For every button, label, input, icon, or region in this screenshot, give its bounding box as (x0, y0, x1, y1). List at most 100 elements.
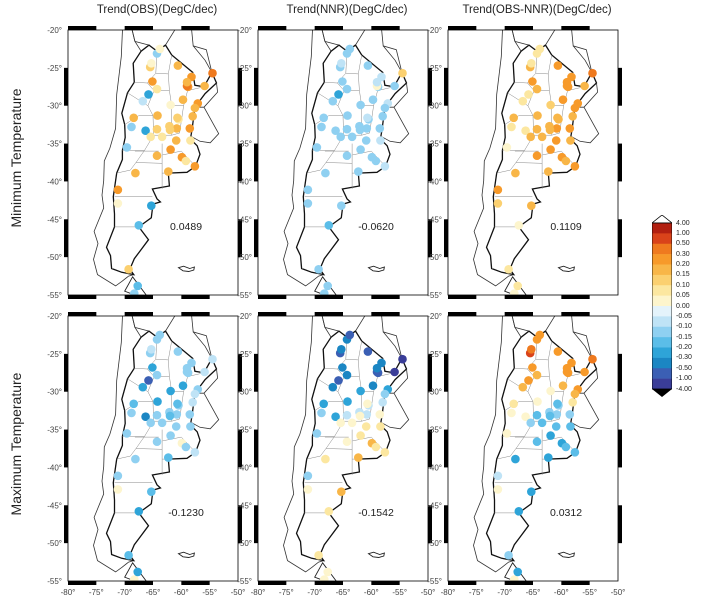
station-marker (319, 113, 329, 123)
islands (367, 265, 385, 272)
colorbar-segment (652, 337, 672, 348)
border-line (165, 30, 213, 73)
station-marker (338, 77, 347, 86)
station-marker (537, 418, 547, 428)
panel-mean-value: -0.1230 (168, 507, 204, 519)
station-marker (527, 345, 536, 354)
colorbar-label: -0.15 (676, 333, 692, 341)
lon-label: -55° (202, 588, 217, 597)
lat-label: -40° (47, 463, 62, 472)
station-marker (173, 399, 182, 409)
station-marker (337, 59, 346, 68)
station-marker (331, 412, 340, 422)
lat-tick-block (64, 143, 68, 182)
station-marker (375, 410, 385, 419)
station-marker (566, 422, 575, 431)
lat-tick-block (444, 219, 448, 258)
station-marker (363, 347, 373, 356)
lat-label: -30° (237, 102, 252, 111)
station-marker (153, 111, 162, 120)
lat-label: -45° (427, 501, 442, 510)
lon-tick-block (124, 295, 153, 299)
province-line (535, 51, 552, 75)
lat-label: -20° (47, 312, 62, 321)
station-marker (127, 408, 136, 418)
station-marker (328, 96, 338, 106)
station-marker (378, 398, 388, 407)
lat-label: -35° (237, 140, 252, 149)
lon-tick-block (371, 295, 400, 299)
province-line (514, 81, 528, 84)
province-line (496, 436, 525, 460)
lat-tick-block (238, 429, 242, 468)
lon-label: -80° (61, 588, 76, 597)
province-line (134, 81, 148, 84)
map-panel-0-1: -0.0620 -20° -25° -30° -35° -40° -45° -50° -55° (237, 26, 432, 300)
station-marker (122, 429, 132, 438)
station-marker (113, 199, 123, 208)
station-marker (148, 363, 157, 372)
colorbar-label: -0.10 (676, 323, 692, 331)
station-marker (355, 411, 365, 421)
station-marker (354, 167, 363, 176)
station-marker (345, 330, 355, 340)
station-marker (323, 281, 333, 291)
lat-label: -40° (47, 177, 62, 186)
station-marker (580, 81, 589, 91)
station-marker (363, 61, 373, 70)
station-marker (173, 61, 183, 70)
province-line (124, 115, 153, 125)
station-marker (172, 410, 182, 419)
station-marker (368, 95, 378, 104)
border-line (355, 316, 403, 359)
lat-label: -45° (427, 215, 442, 224)
station-marker (380, 103, 390, 113)
station-marker (129, 399, 138, 409)
border-line (192, 45, 213, 73)
lat-label: -25° (47, 350, 62, 359)
border-line (321, 316, 340, 332)
station-marker (532, 437, 542, 447)
lat-tick-block (428, 429, 432, 468)
lat-label: -35° (427, 426, 442, 435)
station-marker (152, 124, 162, 134)
border-line (570, 393, 600, 430)
station-marker (314, 265, 323, 274)
colorbar-segment (652, 254, 672, 265)
lon-label: -55° (392, 588, 407, 597)
station-marker (152, 84, 162, 94)
station-marker (533, 111, 542, 120)
lat-tick-block (428, 505, 432, 544)
colorbar-label: 4.00 (676, 219, 690, 227)
station-marker (504, 265, 513, 274)
lon-label: -70° (117, 588, 132, 597)
colorbar-label: 0.05 (676, 292, 690, 300)
station-marker (518, 382, 528, 392)
station-marker (568, 112, 577, 121)
lat-label: -25° (237, 350, 252, 359)
station-marker (152, 410, 162, 420)
station-marker (544, 453, 553, 462)
station-marker (570, 103, 580, 113)
station-marker (535, 330, 545, 340)
colorbar-segment (652, 264, 672, 276)
islands (557, 551, 575, 558)
province-line (162, 150, 196, 167)
lon-tick-block (371, 26, 400, 30)
station-marker (328, 382, 338, 392)
colorbar-scale (650, 214, 674, 397)
station-marker (372, 363, 382, 373)
station-marker (390, 367, 399, 377)
station-marker (502, 429, 512, 438)
lon-tick-block (258, 581, 287, 585)
col-title-obs: Trend(OBS)(DegC/dec) (96, 4, 218, 16)
border-line (131, 316, 150, 332)
lat-label: -25° (237, 64, 252, 73)
panel-mean-value: -0.1542 (358, 507, 394, 519)
province-line (314, 401, 343, 411)
station-marker (314, 551, 323, 560)
station-marker (342, 124, 352, 134)
station-marker (553, 399, 562, 409)
border-line (321, 30, 340, 46)
station-marker (131, 454, 140, 464)
